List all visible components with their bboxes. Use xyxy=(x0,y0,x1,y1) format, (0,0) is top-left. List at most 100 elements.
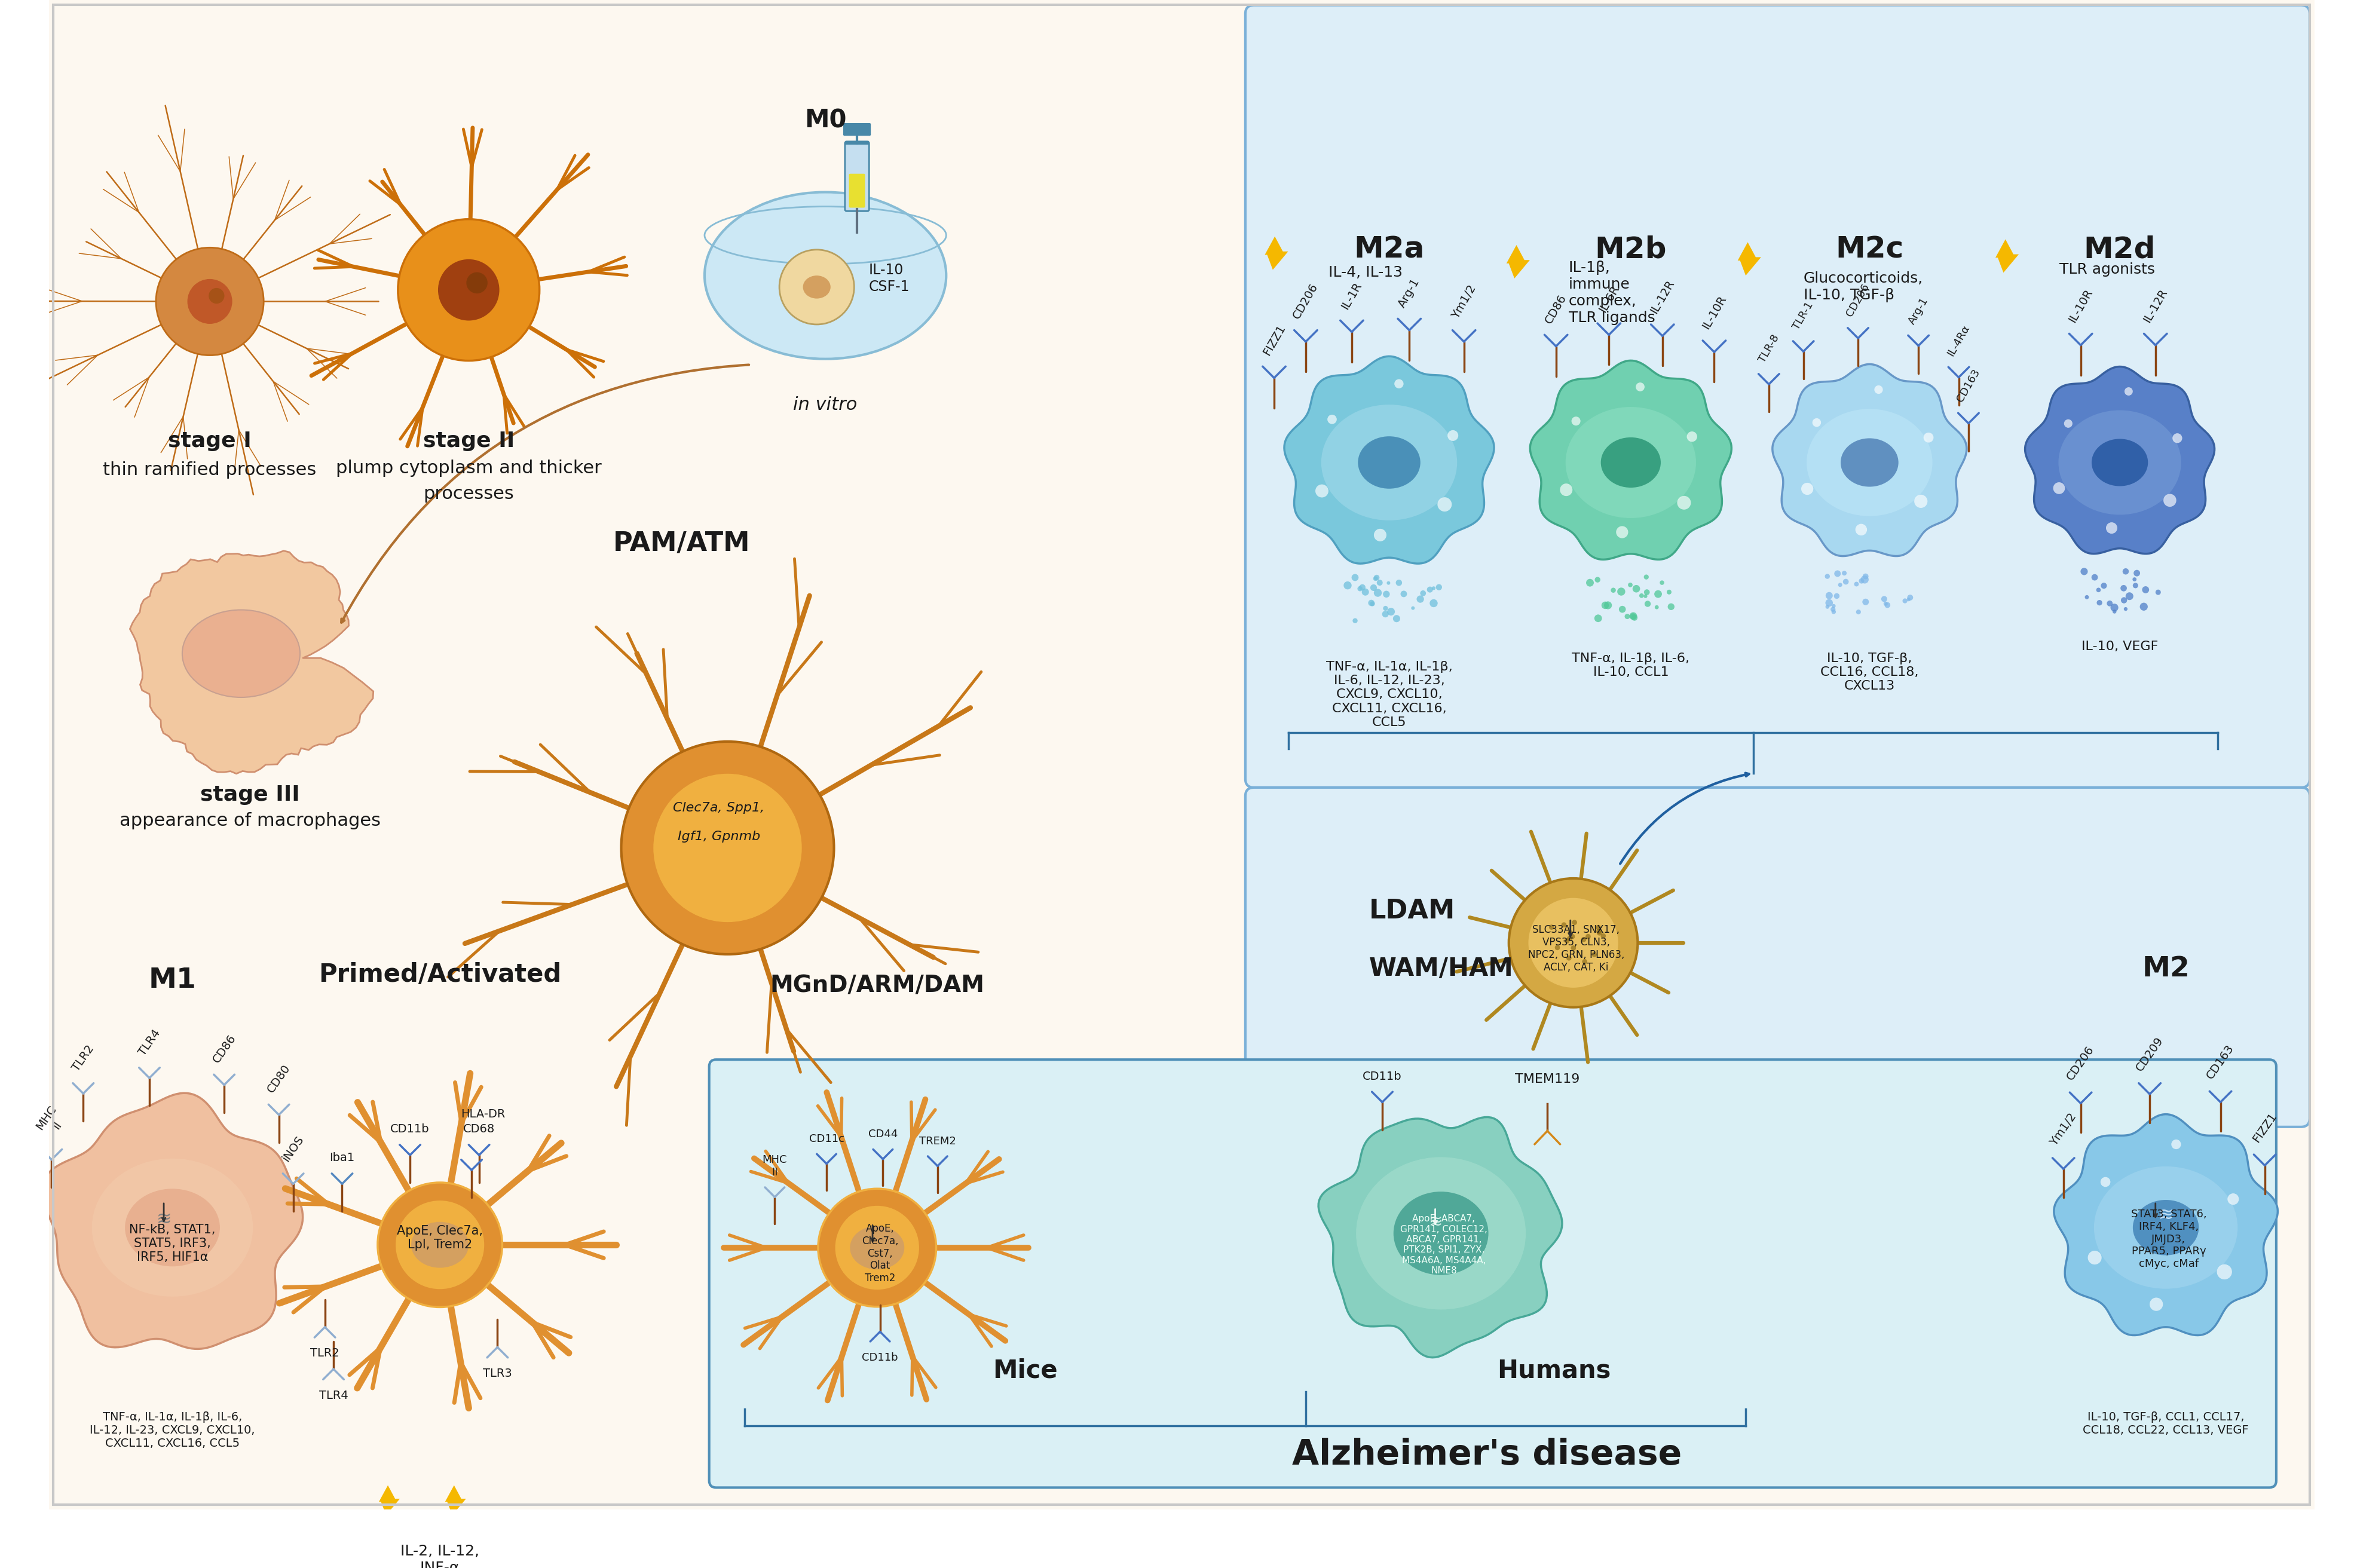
Circle shape xyxy=(1370,585,1377,591)
Text: IL-1R: IL-1R xyxy=(1339,281,1363,310)
Circle shape xyxy=(1361,588,1370,596)
Circle shape xyxy=(1351,574,1358,582)
Circle shape xyxy=(1394,615,1401,622)
Circle shape xyxy=(1316,485,1328,497)
Circle shape xyxy=(1375,528,1387,541)
Ellipse shape xyxy=(1321,405,1457,521)
Polygon shape xyxy=(1737,241,1761,276)
Text: CD11b: CD11b xyxy=(862,1352,899,1363)
Circle shape xyxy=(2064,419,2072,428)
Circle shape xyxy=(1914,494,1928,508)
Text: M2: M2 xyxy=(2142,955,2189,982)
Polygon shape xyxy=(1285,356,1495,563)
Text: thin ramified processes: thin ramified processes xyxy=(104,461,315,478)
Ellipse shape xyxy=(1601,437,1662,488)
Text: TNF-α, IL-1β, IL-6,
IL-10, CCL1: TNF-α, IL-1β, IL-6, IL-10, CCL1 xyxy=(1572,652,1690,677)
Circle shape xyxy=(1824,599,1834,607)
Circle shape xyxy=(1410,607,1415,610)
Circle shape xyxy=(1382,591,1389,597)
Circle shape xyxy=(188,279,233,325)
Circle shape xyxy=(836,1206,918,1289)
Circle shape xyxy=(1813,419,1822,426)
Circle shape xyxy=(1610,588,1615,593)
Circle shape xyxy=(1834,593,1838,599)
Text: PAM/ATM: PAM/ATM xyxy=(612,530,751,557)
Circle shape xyxy=(395,1201,485,1289)
Text: IL-4Rα: IL-4Rα xyxy=(1944,323,1973,358)
Circle shape xyxy=(1601,933,1605,939)
Circle shape xyxy=(1923,433,1933,442)
Polygon shape xyxy=(2055,1115,2279,1336)
Circle shape xyxy=(155,248,264,356)
Text: ≋: ≋ xyxy=(155,1210,172,1228)
Circle shape xyxy=(1375,575,1379,580)
FancyBboxPatch shape xyxy=(850,174,864,207)
Polygon shape xyxy=(379,1485,400,1515)
Polygon shape xyxy=(1773,364,1966,557)
Circle shape xyxy=(1344,582,1351,590)
Text: M2d: M2d xyxy=(2083,235,2156,263)
Text: Arg-1: Arg-1 xyxy=(1396,276,1422,309)
Polygon shape xyxy=(1264,237,1288,270)
Circle shape xyxy=(2142,586,2149,593)
Text: IL-12R: IL-12R xyxy=(2142,287,2170,325)
Text: ≋: ≋ xyxy=(1429,1214,1443,1231)
Circle shape xyxy=(2133,577,2137,582)
Text: WAM/HAM: WAM/HAM xyxy=(1368,956,1514,982)
Text: CD206: CD206 xyxy=(2064,1044,2097,1082)
Circle shape xyxy=(1358,586,1363,591)
Circle shape xyxy=(1643,594,1648,597)
Text: ApoE, ABCA7,
GPR141, COLEC12,
ABCA7, GPR141,
PTK2B, SPI1, ZYX,
MS4A6A, MS4A4A,
N: ApoE, ABCA7, GPR141, COLEC12, ABCA7, GPR… xyxy=(1401,1214,1488,1275)
Circle shape xyxy=(2053,483,2064,494)
Circle shape xyxy=(1603,602,1612,610)
Circle shape xyxy=(1617,588,1624,596)
Circle shape xyxy=(1667,590,1671,594)
Circle shape xyxy=(1396,580,1403,586)
Circle shape xyxy=(1561,922,1565,927)
Circle shape xyxy=(1387,582,1391,585)
Text: IL-12R: IL-12R xyxy=(1648,278,1676,315)
Text: CD86: CD86 xyxy=(210,1032,238,1065)
Text: HLA-DR: HLA-DR xyxy=(461,1109,506,1120)
Text: Alzheimer's disease: Alzheimer's disease xyxy=(1292,1438,1681,1472)
Circle shape xyxy=(1591,952,1596,956)
Polygon shape xyxy=(42,1093,304,1348)
Circle shape xyxy=(1862,599,1869,605)
Text: IL-6R: IL-6R xyxy=(1596,282,1622,314)
Circle shape xyxy=(2107,522,2116,533)
Circle shape xyxy=(1594,615,1603,622)
Circle shape xyxy=(1328,414,1337,423)
Circle shape xyxy=(1601,602,1608,608)
Text: TLR2: TLR2 xyxy=(311,1348,339,1359)
Circle shape xyxy=(2100,583,2107,588)
Text: TLR4: TLR4 xyxy=(137,1027,162,1058)
Polygon shape xyxy=(1996,240,2020,273)
Text: IL-2, IL-12,
INF-α: IL-2, IL-12, INF-α xyxy=(400,1544,480,1568)
Circle shape xyxy=(1419,591,1427,596)
Text: IL-1β,
immune
complex,
TLR ligands: IL-1β, immune complex, TLR ligands xyxy=(1568,260,1655,325)
Text: CD80: CD80 xyxy=(266,1062,292,1094)
Circle shape xyxy=(1655,605,1660,610)
Circle shape xyxy=(2123,568,2128,574)
Circle shape xyxy=(2097,601,2102,605)
Circle shape xyxy=(2156,590,2161,594)
Text: IL-10, TGF-β, CCL1, CCL17,
CCL18, CCL22, CCL13, VEGF: IL-10, TGF-β, CCL1, CCL17, CCL18, CCL22,… xyxy=(2083,1411,2248,1436)
Circle shape xyxy=(1831,607,1836,612)
Text: CD206: CD206 xyxy=(1290,281,1321,321)
FancyBboxPatch shape xyxy=(845,141,869,212)
Polygon shape xyxy=(445,1485,466,1515)
Circle shape xyxy=(1372,577,1377,580)
Circle shape xyxy=(1629,613,1636,619)
Text: TMEM119: TMEM119 xyxy=(1516,1073,1580,1085)
Circle shape xyxy=(1645,601,1650,607)
Circle shape xyxy=(1354,618,1358,622)
Polygon shape xyxy=(129,550,374,773)
Text: TNF-α, IL-1α, IL-1β,
IL-6, IL-12, IL-23,
CXCL9, CXCL10,
CXCL11, CXCL16,
CCL5: TNF-α, IL-1α, IL-1β, IL-6, IL-12, IL-23,… xyxy=(1325,662,1452,729)
Circle shape xyxy=(819,1189,937,1306)
Circle shape xyxy=(1643,590,1650,596)
Circle shape xyxy=(654,773,803,922)
Circle shape xyxy=(2126,593,2133,601)
Circle shape xyxy=(1886,602,1890,608)
Ellipse shape xyxy=(412,1221,468,1269)
Circle shape xyxy=(1631,615,1638,621)
